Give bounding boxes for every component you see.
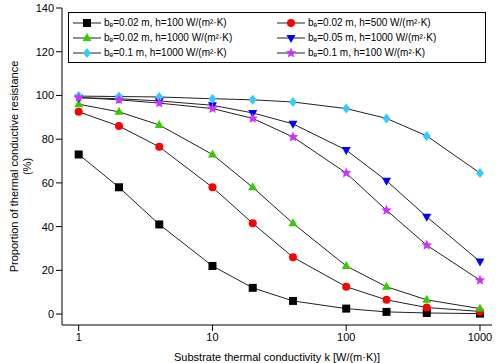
svg-text:100: 100 (36, 89, 54, 101)
svg-text:Proportion of thermal conducti: Proportion of thermal conductive resista… (8, 61, 20, 273)
html-text:bₑ=0.05 m, h=1000 W/(m²·K): bₑ=0.05 m, h=1000 W/(m²·K) (308, 32, 437, 43)
svg-text:20: 20 (42, 264, 54, 276)
svg-text:Substrate thermal conductivity: Substrate thermal conductivity k [W/(m·K… (174, 351, 380, 363)
svg-text:40: 40 (42, 221, 54, 233)
html-text:bₑ=0.02 m, h=500 W/(m²·K): bₑ=0.02 m, h=500 W/(m²·K) (308, 17, 431, 28)
svg-text:(%): (%) (21, 158, 33, 175)
html-text:bₑ=0.1 m, h=100 W/(m²·K): bₑ=0.1 m, h=100 W/(m²·K) (308, 47, 426, 58)
svg-text:1: 1 (76, 331, 82, 343)
svg-text:1000: 1000 (468, 331, 492, 343)
svg-text:10: 10 (206, 331, 218, 343)
svg-text:140: 140 (36, 2, 54, 14)
svg-text:80: 80 (42, 133, 54, 145)
html-text:bₑ=0.02 m, h=100 W/(m²·K): bₑ=0.02 m, h=100 W/(m²·K) (104, 17, 227, 28)
html-text:bₑ=0.1 m, h=1000 W/(m²·K): bₑ=0.1 m, h=1000 W/(m²·K) (104, 47, 227, 58)
html-text:bₑ=0.02 m, h=1000 W/(m²·K): bₑ=0.02 m, h=1000 W/(m²·K) (104, 32, 233, 43)
svg-text:60: 60 (42, 177, 54, 189)
svg-text:0: 0 (48, 308, 54, 320)
svg-text:100: 100 (337, 331, 355, 343)
svg-text:120: 120 (36, 46, 54, 58)
